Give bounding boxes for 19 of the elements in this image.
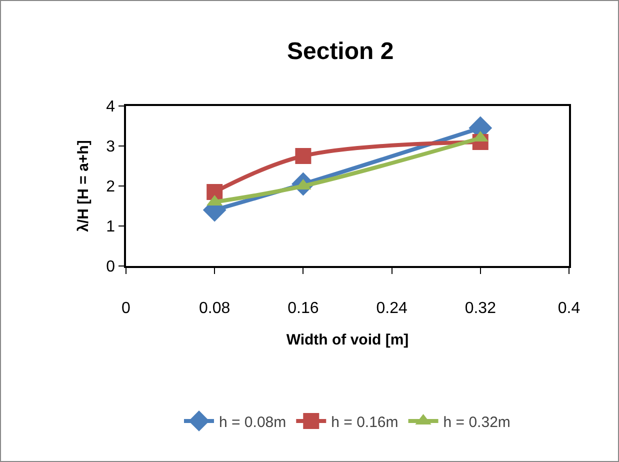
x-tick-label: 0.4 — [558, 300, 580, 317]
point — [295, 148, 312, 164]
x-tick-label: 0 — [122, 300, 131, 317]
legend-label: h = 0.08m — [219, 414, 286, 431]
point — [206, 184, 223, 200]
x-tick-label: 0.08 — [199, 300, 230, 317]
legend-label: h = 0.32m — [443, 414, 510, 431]
x-axis-title: Width of void [m] — [286, 331, 409, 348]
y-tick-label: 2 — [106, 178, 116, 196]
x-tick-label: 0.16 — [288, 300, 319, 317]
y-tick-label: 4 — [106, 98, 116, 116]
legend-label: h = 0.16m — [331, 414, 398, 431]
x-tick-label: 0.24 — [376, 300, 408, 317]
y-tick-label: 1 — [106, 218, 116, 236]
y-axis-title: λ/H [H = a+h] — [74, 140, 92, 232]
y-tick-label: 3 — [106, 138, 116, 156]
chart-title: Section 2 — [287, 38, 394, 66]
y-tick-label: 0 — [106, 258, 116, 276]
x-tick-label: 0.32 — [464, 300, 496, 317]
